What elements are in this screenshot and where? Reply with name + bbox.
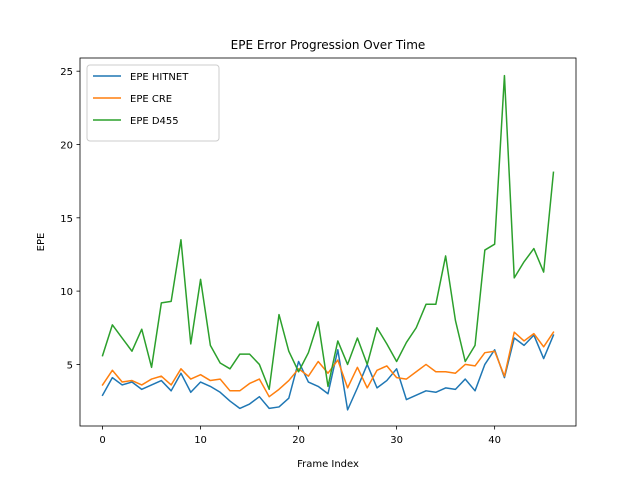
ticks-layer: 0 10 20 30 40 5 10 15 20 25 bbox=[60, 67, 501, 446]
y-tick-label: 25 bbox=[60, 67, 73, 78]
y-tick-label: 15 bbox=[60, 214, 73, 225]
y-tick-label: 10 bbox=[60, 287, 73, 298]
legend-label-1: EPE HITNET bbox=[130, 72, 189, 83]
series-line-2 bbox=[101, 331, 555, 398]
chart-title: EPE Error Progression Over Time bbox=[231, 38, 426, 52]
x-axis-label: Frame Index bbox=[297, 459, 359, 470]
series-line-3 bbox=[101, 74, 555, 391]
y-tick-label: 20 bbox=[60, 141, 73, 152]
legend-label-3: EPE D455 bbox=[130, 116, 179, 127]
series-line-1 bbox=[101, 334, 555, 411]
y-tick-label: 5 bbox=[67, 360, 73, 371]
x-tick-label: 0 bbox=[99, 435, 105, 446]
legend: EPE HITNET EPE CRE EPE D455 bbox=[86, 64, 220, 142]
x-tick-label: 10 bbox=[194, 435, 207, 446]
x-tick-label: 40 bbox=[488, 435, 501, 446]
x-tick-label: 30 bbox=[390, 435, 403, 446]
x-tick-label: 20 bbox=[292, 435, 305, 446]
axes-frame bbox=[79, 57, 577, 427]
y-axis-label: EPE bbox=[36, 233, 47, 252]
legend-label-2: EPE CRE bbox=[130, 94, 172, 105]
series-layer bbox=[101, 74, 555, 411]
legend-box bbox=[86, 64, 220, 142]
